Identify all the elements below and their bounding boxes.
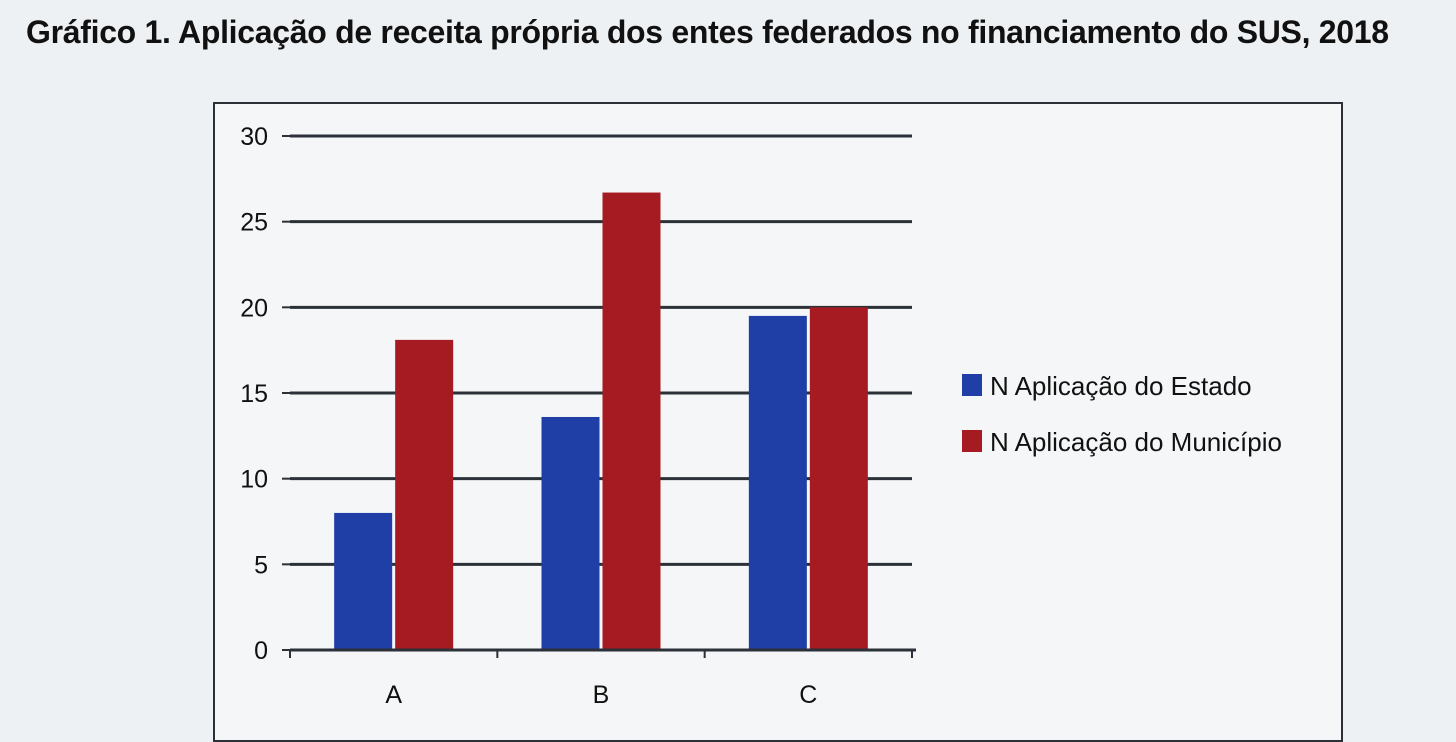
legend-swatch: [962, 374, 982, 396]
axes: 0 5 10 15 20 25 30 A B C: [240, 123, 916, 709]
y-tick-label: 15: [240, 380, 268, 408]
legend-swatch: [962, 430, 982, 452]
x-tick-label: A: [385, 681, 402, 709]
y-tick-label: 0: [254, 637, 268, 665]
y-tick-label: 25: [240, 209, 268, 237]
bar: [541, 416, 600, 650]
y-tick-label: 5: [254, 551, 268, 579]
bar: [334, 512, 393, 650]
y-tick-label: 10: [240, 466, 268, 494]
bar: [395, 339, 454, 650]
y-tick-label: 20: [240, 294, 268, 322]
legend-label: N Aplicação do Estado: [990, 371, 1252, 401]
legend-label: N Aplicação do Município: [990, 427, 1282, 457]
bar: [748, 315, 807, 650]
chart-title: Gráfico 1. Aplicação de receita própria …: [26, 14, 1389, 50]
y-tick-label: 30: [240, 123, 268, 151]
legend: N Aplicação do Estado N Aplicação do Muni…: [962, 371, 1282, 457]
bar: [602, 192, 661, 651]
bars: [334, 192, 868, 651]
gridlines: [290, 134, 912, 566]
x-tick-label: B: [593, 681, 610, 709]
bar: [809, 307, 868, 650]
x-tick-label: C: [799, 681, 817, 709]
